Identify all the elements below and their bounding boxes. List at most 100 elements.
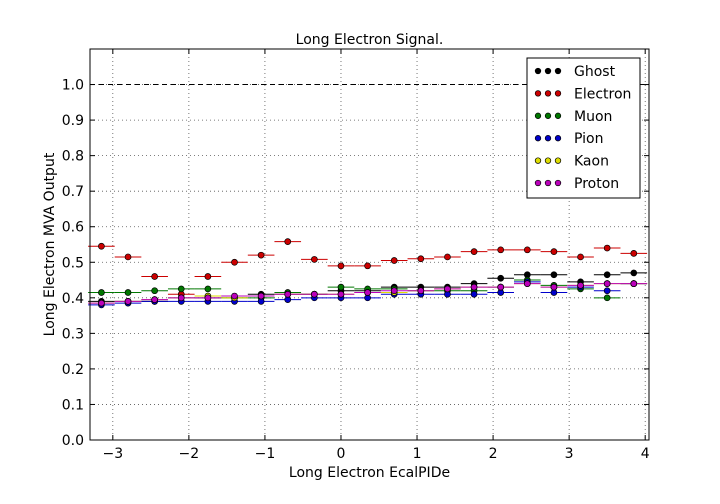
legend-marker <box>534 135 542 142</box>
data-point <box>98 299 105 307</box>
data-point <box>444 285 451 293</box>
legend-marker <box>544 135 552 142</box>
legend-label: Proton <box>574 176 619 192</box>
data-point <box>470 248 478 255</box>
ticks: −3 −2 −1 0 1 2 3 4 0.0 0.1 0.2 0.3 0.4 0.5 0.6 0.7 0.8 0.… <box>62 49 650 462</box>
legend-marker <box>544 157 552 164</box>
legend-marker <box>534 90 542 97</box>
legend-marker <box>544 112 552 119</box>
data-point <box>417 287 425 295</box>
y-tick-label: 0.1 <box>62 397 84 413</box>
data-point <box>151 273 158 280</box>
x-tick-label: −1 <box>255 446 276 462</box>
legend-marker <box>554 112 562 119</box>
chart-title: Long Electron Signal. <box>296 32 444 48</box>
legend-marker <box>554 157 562 164</box>
x-axis-label: Long Electron EcalPIDe <box>289 465 450 481</box>
data-point <box>204 294 212 302</box>
y-tick-label: 0.5 <box>62 255 84 271</box>
y-tick-label: 0.8 <box>62 149 84 165</box>
series-electron <box>88 238 648 298</box>
legend-marker <box>534 179 542 187</box>
data-point <box>337 283 345 291</box>
data-point <box>523 246 531 254</box>
data-point <box>417 255 425 263</box>
data-point <box>231 258 238 266</box>
x-tick-label: 2 <box>489 446 498 462</box>
series-layer <box>88 238 648 309</box>
y-tick-label: 0.6 <box>62 220 84 236</box>
data-point <box>177 294 185 302</box>
data-point <box>390 287 398 295</box>
data-point <box>577 282 584 289</box>
y-tick-label: 1.0 <box>62 78 84 94</box>
data-point <box>497 283 505 291</box>
data-point <box>337 290 345 298</box>
data-point <box>124 289 132 296</box>
y-tick-label: 0.4 <box>62 291 84 307</box>
data-point <box>550 283 558 291</box>
data-point <box>98 289 105 296</box>
data-point <box>630 250 638 257</box>
data-point <box>337 262 345 270</box>
series-proton <box>88 280 648 307</box>
data-point <box>390 257 398 264</box>
x-tick-label: 1 <box>413 446 422 462</box>
data-point <box>497 274 505 282</box>
data-point <box>603 287 611 295</box>
data-point <box>98 242 105 250</box>
data-point <box>630 280 638 287</box>
data-point <box>603 280 611 287</box>
data-point <box>151 296 158 303</box>
legend-marker <box>534 112 542 119</box>
legend-box <box>526 57 641 199</box>
data-point <box>470 283 478 291</box>
data-point <box>231 292 238 300</box>
legend-marker <box>534 67 542 75</box>
legend-marker <box>554 179 562 187</box>
x-tick-label: 4 <box>641 446 650 462</box>
data-point <box>311 256 318 263</box>
data-point <box>204 285 212 293</box>
plot-frame <box>89 48 650 441</box>
data-point <box>151 287 158 295</box>
data-point <box>311 290 318 298</box>
data-point <box>364 289 371 296</box>
legend: Ghost Electron Muon Pion Kaon Proton <box>526 57 641 199</box>
y-tick-label: 0.3 <box>62 326 84 342</box>
x-tick-label: −2 <box>179 446 200 462</box>
legend-label: Pion <box>574 131 603 147</box>
data-point <box>603 294 611 302</box>
legend-marker <box>554 67 562 75</box>
data-point <box>603 244 611 252</box>
data-point <box>630 269 638 277</box>
y-tick-label: 0.0 <box>62 433 84 449</box>
x-tick-label: 0 <box>337 446 346 462</box>
legend-label: Ghost <box>574 64 616 80</box>
legend-marker <box>544 67 552 75</box>
series-pion <box>88 278 648 309</box>
x-tick-label: 3 <box>565 446 574 462</box>
y-tick-label: 0.7 <box>62 184 84 200</box>
legend-marker <box>554 90 562 97</box>
legend-marker <box>534 157 542 164</box>
data-point <box>444 253 451 261</box>
data-point <box>470 290 478 298</box>
data-point <box>257 292 265 300</box>
data-point <box>257 251 265 259</box>
legend-marker <box>544 179 552 187</box>
legend-marker <box>554 135 562 142</box>
legend-label: Electron <box>574 86 631 102</box>
y-tick-label: 0.2 <box>62 362 84 378</box>
data-point <box>124 253 132 261</box>
data-point <box>124 298 132 305</box>
data-point <box>284 238 292 246</box>
y-axis-label: Long Electron MVA Output <box>42 152 58 336</box>
data-point <box>603 271 611 279</box>
legend-label: Kaon <box>574 154 609 170</box>
data-point <box>523 280 531 287</box>
data-point <box>364 262 371 270</box>
data-point <box>577 253 584 261</box>
x-tick-label: −3 <box>102 446 123 462</box>
